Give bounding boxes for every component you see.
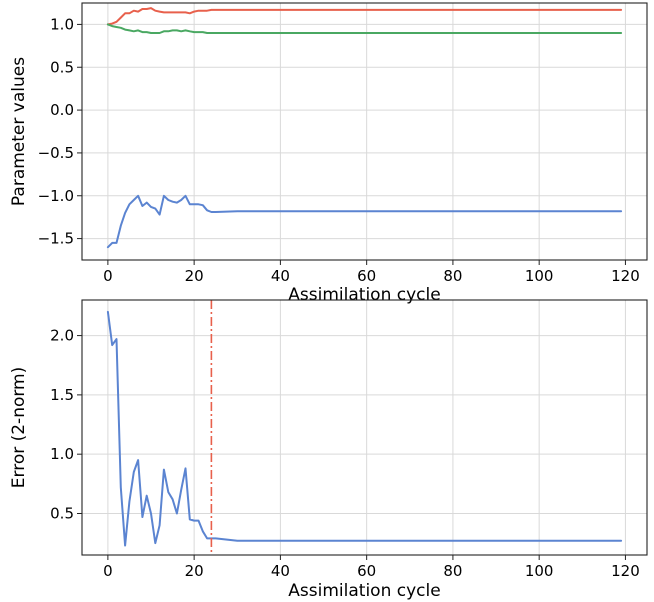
series-line-1 (106, 7, 623, 26)
tick-layer: 0 20 40 60 80 100 120 0.5 1.0 1.5 2.0 (50, 327, 640, 580)
x-tick-label: 60 (357, 562, 376, 580)
x-axis-label: Assimilation cycle (288, 581, 440, 601)
x-tick-label: 60 (357, 267, 376, 285)
y-axis-label: Error (2-norm) (9, 367, 29, 488)
y-tick-label: 1.0 (50, 15, 74, 33)
x-tick-label: 0 (103, 562, 113, 580)
series-line-2 (106, 23, 623, 34)
y-tick-label: −0.5 (38, 144, 74, 162)
x-tick-label: 0 (103, 267, 113, 285)
x-tick-label: 40 (271, 562, 290, 580)
x-tick-label: 100 (525, 267, 554, 285)
x-tick-label: 120 (611, 267, 640, 285)
y-tick-label: −1.0 (38, 187, 74, 205)
series-line-3 (106, 194, 623, 249)
y-tick-label: 0.5 (50, 58, 74, 76)
series-layer (106, 7, 623, 249)
x-tick-label: 40 (271, 267, 290, 285)
grid-lines (82, 3, 647, 260)
y-tick-label: −1.5 (38, 230, 74, 248)
y-tick-label: 0.5 (50, 504, 74, 522)
x-tick-label: 20 (185, 562, 204, 580)
x-tick-label: 20 (185, 267, 204, 285)
x-tick-label: 100 (525, 562, 554, 580)
x-tick-label: 120 (611, 562, 640, 580)
x-tick-label: 80 (443, 562, 462, 580)
x-tick-label: 80 (443, 267, 462, 285)
plot-frame (81, 299, 648, 556)
y-tick-label: 1.0 (50, 445, 74, 463)
series-layer (106, 300, 623, 555)
grid-lines (82, 300, 647, 555)
tick-layer: 0 20 40 60 80 100 120 −1.5 −1.0 −0.5 0.0 0.5 1.0 (38, 15, 640, 285)
series-line-1 (106, 310, 623, 547)
y-tick-label: 1.5 (50, 386, 74, 404)
x-axis-label: Assimilation cycle (288, 285, 440, 305)
plot-frame (81, 2, 648, 261)
error-panel: 0 20 40 60 80 100 120 0.5 1.0 1.5 2.0 Assimilation… (9, 299, 648, 601)
parameter-values-panel: 0 20 40 60 80 100 120 −1.5 −1.0 −0.5 0.0 0.5 1.0 Ass… (9, 2, 648, 305)
y-tick-label: 0.0 (50, 101, 74, 119)
y-axis-label: Parameter values (9, 57, 29, 206)
y-tick-label: 2.0 (50, 327, 74, 345)
